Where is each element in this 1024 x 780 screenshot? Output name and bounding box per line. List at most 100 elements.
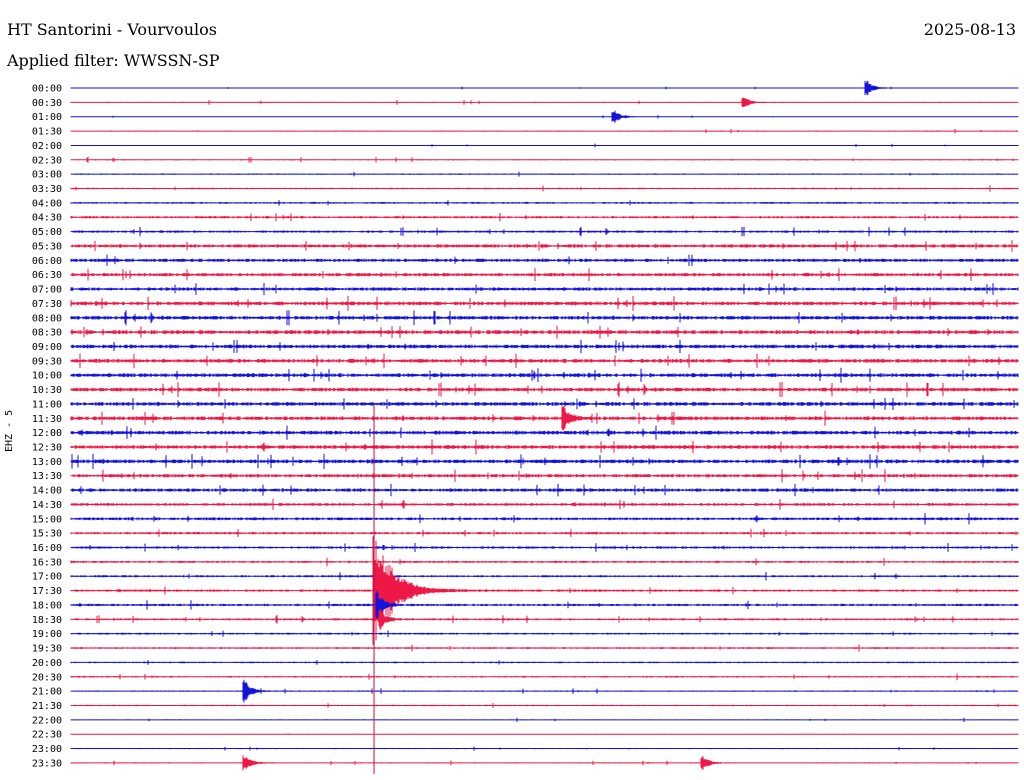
trace-row — [70, 644, 1019, 652]
trace-row — [70, 733, 1019, 735]
row-time-label: 20:00 — [32, 658, 62, 669]
row-time-label: 18:00 — [32, 600, 62, 611]
row-time-label: 12:00 — [32, 428, 62, 439]
row-time-label: 03:30 — [32, 184, 62, 195]
trace-row — [70, 590, 1019, 620]
row-time-label: 13:30 — [32, 471, 62, 482]
row-time-label: 06:30 — [32, 270, 62, 281]
trace-row — [70, 453, 1019, 469]
row-time-label: 17:00 — [32, 572, 62, 583]
trace-row — [70, 425, 1019, 440]
trace-row — [70, 254, 1019, 266]
trace-row — [70, 353, 1019, 369]
row-time-label: 09:30 — [32, 356, 62, 367]
trace-row — [70, 325, 1019, 339]
trace-row — [70, 528, 1019, 538]
trace-row — [70, 469, 1019, 483]
row-time-label: 06:00 — [32, 256, 62, 267]
row-time-label: 16:30 — [32, 557, 62, 568]
trace-row — [70, 200, 1019, 206]
trace-row — [70, 295, 1019, 311]
row-time-label: 05:00 — [32, 227, 62, 238]
trace-row — [70, 609, 1019, 630]
trace-row — [70, 381, 1019, 398]
filter-label: Applied filter: WWSSN-SP — [7, 51, 220, 70]
row-time-label: 19:30 — [32, 644, 62, 655]
row-time-label: 19:00 — [32, 629, 62, 640]
trace-row — [70, 483, 1019, 497]
row-time-label: 15:30 — [32, 529, 62, 540]
trace-row — [70, 80, 1019, 96]
trace-row — [70, 717, 1019, 723]
row-time-label: 04:00 — [32, 198, 62, 209]
row-time-label: 10:30 — [32, 385, 62, 396]
trace-row — [70, 129, 1019, 134]
trace-row — [70, 755, 1019, 771]
trace-row — [70, 171, 1019, 177]
row-time-label: 15:00 — [32, 514, 62, 525]
row-time-label: 07:30 — [32, 299, 62, 310]
trace-row — [70, 630, 1019, 637]
trace-row — [70, 746, 1019, 751]
trace-row — [70, 156, 1019, 163]
trace-row — [70, 572, 1019, 581]
trace-row — [70, 213, 1019, 222]
row-time-label: 01:00 — [32, 112, 62, 123]
row-time-label: 00:00 — [32, 84, 62, 95]
trace-row — [70, 97, 1019, 108]
trace-row — [70, 110, 1019, 123]
trace-row — [70, 513, 1019, 525]
trace-row — [70, 268, 1019, 282]
trace-row — [70, 673, 1019, 680]
trace-row — [70, 536, 1019, 645]
row-time-label: 02:30 — [32, 155, 62, 166]
row-time-label: 04:30 — [32, 213, 62, 224]
trace-row — [70, 226, 1019, 237]
row-time-label: 01:30 — [32, 127, 62, 138]
row-time-label: 10:00 — [32, 371, 62, 382]
row-time-label: 12:30 — [32, 443, 62, 454]
trace-row — [70, 679, 1019, 703]
row-time-label: 17:30 — [32, 586, 62, 597]
trace-row — [70, 185, 1019, 192]
row-time-label: 02:00 — [32, 141, 62, 152]
station-title: HT Santorini - Vourvoulos — [7, 20, 217, 39]
date-label: 2025-08-13 — [923, 20, 1016, 39]
row-time-label: 20:30 — [32, 672, 62, 683]
row-time-label: 05:30 — [32, 241, 62, 252]
trace-row — [70, 397, 1019, 410]
row-time-label: 11:30 — [32, 414, 62, 425]
trace-row — [70, 339, 1019, 354]
row-time-label: 08:00 — [32, 313, 62, 324]
row-time-label: 11:00 — [32, 399, 62, 410]
trace-row — [70, 310, 1019, 326]
trace-row — [70, 240, 1019, 252]
row-time-label: 14:00 — [32, 486, 62, 497]
trace-row — [70, 143, 1019, 148]
row-time-label: 07:00 — [32, 285, 62, 296]
row-time-label: 21:30 — [32, 701, 62, 712]
trace-row — [70, 557, 1019, 567]
trace-row — [70, 283, 1019, 296]
trace-row — [70, 703, 1019, 708]
trace-row — [70, 367, 1019, 383]
row-time-label: 18:30 — [32, 615, 62, 626]
row-time-label: 03:00 — [32, 170, 62, 181]
row-time-label: 23:30 — [32, 758, 62, 769]
trace-row — [70, 439, 1019, 455]
row-time-label: 16:00 — [32, 543, 62, 554]
row-time-label: 22:30 — [32, 730, 62, 741]
row-time-label: 09:00 — [32, 342, 62, 353]
row-time-label: 23:00 — [32, 744, 62, 755]
trace-row — [70, 406, 1019, 431]
row-time-label: 08:30 — [32, 328, 62, 339]
row-time-label: 00:30 — [32, 98, 62, 109]
row-time-label: 14:30 — [32, 500, 62, 511]
trace-row — [70, 498, 1019, 511]
row-time-label: 21:00 — [32, 687, 62, 698]
trace-row — [70, 543, 1019, 552]
trace-row — [70, 660, 1019, 665]
row-time-label: 13:00 — [32, 457, 62, 468]
row-time-label: 22:00 — [32, 715, 62, 726]
